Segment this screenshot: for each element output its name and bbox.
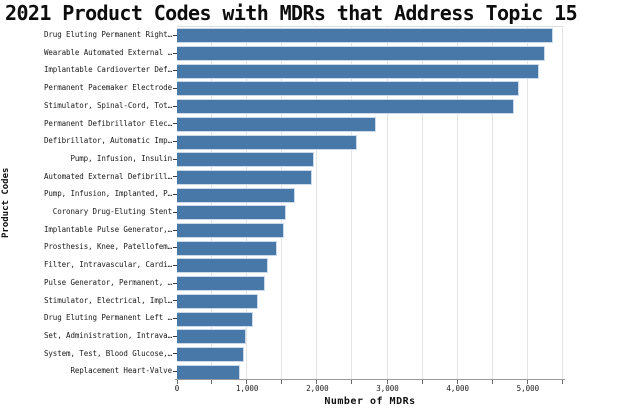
y-tick-label: Permanent Pacemaker Electrode <box>43 83 172 93</box>
y-tick <box>173 87 177 89</box>
x-tick <box>562 380 563 384</box>
bar <box>177 99 514 115</box>
bar <box>177 205 287 221</box>
y-tick <box>173 318 177 320</box>
gridline <box>211 27 213 380</box>
bar <box>177 169 312 185</box>
x-tick <box>246 380 248 384</box>
y-tick-label: Pump, Infusion, Insulin <box>70 153 172 163</box>
x-tick <box>491 380 493 384</box>
x-tick <box>386 380 388 384</box>
bar <box>177 46 545 62</box>
x-tick-label: 4,000 <box>446 384 469 393</box>
y-tick-label: Drug Eluting Permanent Right… <box>43 30 172 39</box>
x-axis-title: Number of MDRs <box>324 396 416 407</box>
y-tick-label: Wearable Automated External … <box>43 47 172 57</box>
bar <box>177 276 265 292</box>
bar <box>177 152 314 168</box>
y-tick <box>173 176 177 178</box>
y-tick <box>173 70 177 72</box>
bar <box>177 28 554 44</box>
x-tick-label: 0 <box>174 384 180 393</box>
y-tick-label: Defibrillator, Automatic Imp… <box>43 136 172 146</box>
y-tick-label: Drug Eluting Permanent Left … <box>43 313 172 323</box>
y-tick-label: Prosthesis, Knee, Patellofem… <box>43 242 172 252</box>
y-tick-label: System, Test, Blood Glucose,… <box>43 348 172 358</box>
x-tick-label: 1,000 <box>235 384 259 393</box>
gridline <box>316 27 318 380</box>
y-tick <box>173 229 177 231</box>
x-tick <box>351 380 353 384</box>
bar <box>177 258 268 274</box>
y-tick <box>173 353 177 355</box>
y-tick-label: Automated External Defibrill… <box>43 171 172 181</box>
y-tick-label: Stimulator, Electrical, Impl… <box>43 295 172 305</box>
y-tick-label: Coronary Drug-Eluting Stent <box>52 207 172 216</box>
y-tick-label: Pump, Infusion, Implanted, P… <box>43 189 172 199</box>
y-tick-label: Set, Administration, Intrava… <box>43 330 172 340</box>
gridline <box>456 27 458 380</box>
bar <box>177 116 376 132</box>
bar <box>177 134 357 150</box>
y-tick <box>173 264 177 266</box>
x-axis-line <box>175 379 565 380</box>
x-tick <box>211 380 213 384</box>
x-tick <box>421 380 423 384</box>
y-tick <box>173 282 177 284</box>
x-tick <box>526 380 528 384</box>
x-tick-label: 5,000 <box>516 384 540 393</box>
y-tick-label: Implantable Pulse Generator,… <box>43 224 172 234</box>
gridline <box>526 27 528 380</box>
plot-area <box>177 26 563 380</box>
gridline <box>386 27 388 380</box>
y-tick <box>173 211 177 213</box>
y-tick-label: Filter, Intravascular, Cardi… <box>43 260 172 270</box>
y-tick <box>173 300 177 302</box>
x-tick <box>177 380 178 384</box>
y-tick <box>173 247 177 249</box>
y-tick-label: Replacement Heart-Valve <box>70 366 172 376</box>
x-tick-label: 3,000 <box>376 384 399 393</box>
x-tick <box>456 380 458 384</box>
x-tick-label: 2,000 <box>306 384 329 393</box>
bar <box>177 329 247 345</box>
gridline <box>421 27 423 380</box>
y-tick <box>173 123 177 125</box>
bar <box>177 346 244 362</box>
y-tick <box>173 141 177 143</box>
y-tick <box>173 52 177 54</box>
y-tick-label: Implantable Cardioverter Def… <box>43 65 172 75</box>
bar <box>177 240 277 256</box>
bar <box>177 364 241 380</box>
gridline <box>351 27 353 380</box>
bar <box>177 223 285 239</box>
bar <box>177 311 253 327</box>
y-tick <box>173 105 177 107</box>
gridline <box>246 27 248 380</box>
gridline <box>281 27 283 380</box>
gridline <box>562 27 563 380</box>
y-tick <box>173 194 177 196</box>
x-tick <box>316 380 318 384</box>
y-tick-label: Permanent Defibrillator Elec… <box>43 118 172 128</box>
y-tick-label: Stimulator, Spinal-Cord, Tot… <box>43 100 172 110</box>
y-tick <box>173 335 177 337</box>
bar <box>177 81 519 97</box>
y-tick-label: Pulse Generator, Permanent, … <box>43 277 172 287</box>
y-tick <box>173 371 177 373</box>
y-tick <box>173 34 177 36</box>
bar <box>177 293 259 309</box>
x-tick <box>281 380 283 384</box>
chart-title: 2021 Product Codes with MDRs that Addres… <box>5 1 578 25</box>
gridline <box>491 27 493 380</box>
bar <box>177 187 295 203</box>
y-tick <box>173 158 177 160</box>
bar <box>177 63 540 79</box>
